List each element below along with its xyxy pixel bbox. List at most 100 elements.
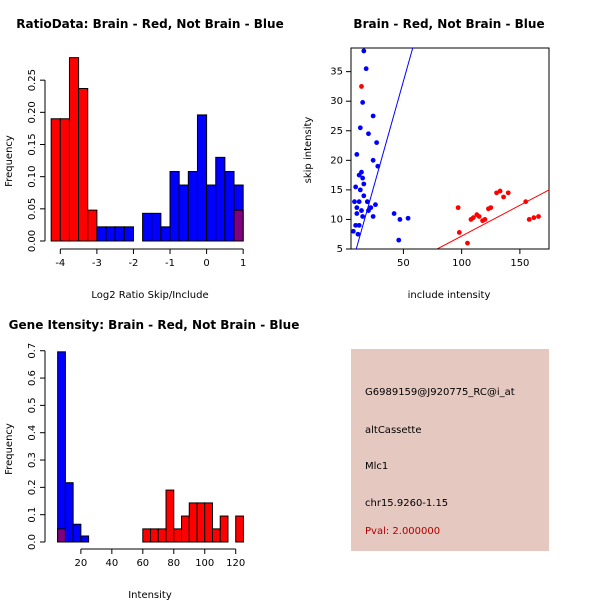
hist0-red-bar-1: [59, 118, 70, 242]
scatter-point-blue-17: [352, 199, 357, 205]
hist0-blue-bar-9: [187, 171, 198, 242]
hist0-blue-bar-10: [196, 114, 208, 242]
gene-intensity-histogram-bars: [57, 351, 244, 543]
ratio-histogram-ylabel: Frequency: [4, 135, 15, 187]
hist0-y-tick-label: 0.25: [27, 69, 38, 91]
gene-intensity-histogram-title: Gene Itensity: Brain - Red, Not Brain - …: [9, 318, 300, 332]
hist2-y-tick-label: 0.4: [27, 425, 38, 441]
hist2-red-bar-11: [235, 515, 244, 543]
scatter-point-red-1: [455, 205, 461, 211]
hist2-red-bar-0: [142, 528, 152, 543]
scatter-y-tick-label: 30: [330, 96, 343, 107]
scatter-point-blue-25: [354, 211, 360, 216]
scatter-plot-frame: [350, 47, 550, 250]
hist0-y-tick-label: 0.15: [27, 133, 38, 155]
scatter-y-tick-label: 5: [337, 244, 343, 255]
hist0-blue-bar-12: [215, 156, 226, 242]
hist0-red-bar-0: [50, 118, 61, 242]
scatter-point-blue-3: [370, 113, 376, 119]
hist2-y-tick-label: 0.1: [27, 507, 38, 523]
scatter-point-red-11: [488, 205, 494, 211]
scatter-y-tick-label: 20: [330, 155, 343, 166]
scatter-point-red-15: [505, 190, 511, 196]
scatter-y-tick-label: 10: [330, 214, 343, 225]
ratio-histogram-axes: -4 -3 -2 -1 0 1 0.00 0.05 0.10 0.15 0.20 0.25: [27, 69, 246, 269]
gene-name-text: Mlc1: [365, 461, 389, 472]
scatter-point-blue-2: [360, 99, 366, 105]
hist2-red-bar-10: [219, 515, 229, 543]
scatter-fit-line-red: [436, 189, 549, 249]
scatter-point-blue-35: [396, 237, 402, 243]
hist2-x-tick-label: 100: [195, 558, 214, 569]
hist0-blue-bar-2: [114, 226, 125, 242]
scatter-point-red-13: [497, 188, 503, 194]
scatter-y-tick-label: 35: [330, 67, 343, 78]
scatter-point-blue-22: [359, 208, 364, 213]
hist2-x-tick-label: 120: [226, 558, 245, 569]
scatter-point-blue-28: [391, 211, 397, 216]
hist0-red-bar-4: [87, 209, 98, 242]
hist0-x-tick-label: -4: [55, 258, 65, 269]
scatter-point-blue-32: [356, 222, 362, 228]
gene-intensity-histogram-xlabel: Intensity: [128, 590, 172, 600]
scatter-point-red-0: [359, 84, 364, 89]
hist0-x-tick-label: 0: [203, 258, 209, 269]
ratio-histogram-bars: [50, 57, 244, 242]
scatter-x-tick-label: 100: [452, 258, 471, 269]
scatter-point-blue-21: [354, 205, 360, 211]
hist2-y-tick-label: 0.3: [27, 452, 38, 468]
scatter-plot-xlabel: include intensity: [408, 290, 491, 301]
hist2-x-tick-label: 80: [167, 558, 180, 569]
scatter-point-blue-26: [360, 214, 366, 219]
hist0-red-bar-2: [68, 57, 80, 242]
hist2-overlap-bar-0: [57, 528, 66, 543]
scatter-point-blue-12: [360, 175, 366, 181]
hist2-red-bar-8: [204, 502, 213, 543]
scatter-point-red-19: [536, 214, 541, 219]
scatter-x-tick-label: 50: [397, 258, 410, 269]
hist0-x-tick-label: -2: [128, 258, 138, 269]
hist0-blue-bar-8: [178, 184, 189, 242]
hist2-x-tick-label: 60: [136, 558, 149, 569]
scatter-point-red-2: [456, 230, 462, 235]
scatter-point-blue-1: [363, 66, 369, 72]
scatter-point-blue-27: [370, 214, 376, 219]
scatter-point-red-5: [470, 215, 476, 221]
hist2-y-tick-label: 0.5: [27, 397, 38, 413]
scatter-point-blue-16: [361, 193, 367, 199]
scatter-point-blue-4: [357, 125, 363, 131]
scatter-x-tick-label: 150: [510, 258, 529, 269]
hist2-blue-bar-2: [72, 523, 82, 543]
scatter-point-blue-13: [361, 181, 367, 187]
scatter-point-red-14: [501, 194, 506, 200]
hist2-blue-bar-0: [57, 351, 66, 543]
hist2-red-bar-4: [173, 528, 183, 543]
hist0-blue-bar-13: [224, 171, 235, 242]
hist2-blue-bar-1: [64, 482, 74, 543]
hist0-blue-bar-11: [206, 184, 217, 242]
hist0-blue-bar-0: [96, 226, 107, 242]
hist0-y-tick-label: 0.00: [27, 230, 38, 252]
scatter-point-blue-14: [353, 184, 359, 190]
scatter-plot-ylabel: skip intensity: [303, 117, 314, 184]
hist0-x-tick-label: -3: [92, 258, 102, 269]
hist0-blue-bar-1: [105, 226, 116, 242]
scatter-point-red-17: [526, 217, 532, 222]
hist2-red-bar-6: [188, 502, 198, 543]
scatter-point-blue-30: [405, 215, 411, 221]
hist0-y-tick-label: 0.10: [27, 166, 38, 188]
scatter-point-blue-23: [366, 208, 371, 213]
probe-id-text: G6989159@J920775_RC@i_at: [365, 387, 515, 398]
ratio-histogram-xlabel: Log2 Ratio Skip/Include: [91, 290, 208, 301]
hist2-red-bar-5: [181, 515, 190, 543]
scatter-point-red-3: [465, 240, 470, 246]
scatter-point-blue-11: [356, 172, 362, 178]
scatter-point-blue-0: [361, 48, 367, 54]
hist0-red-bar-3: [78, 88, 89, 242]
scatter-point-blue-24: [373, 202, 378, 208]
location-text: chr15.9260-1.15: [365, 498, 449, 509]
scatter-point-blue-7: [354, 152, 360, 157]
scatter-point-red-7: [476, 214, 482, 219]
scatter-point-red-18: [531, 215, 537, 221]
